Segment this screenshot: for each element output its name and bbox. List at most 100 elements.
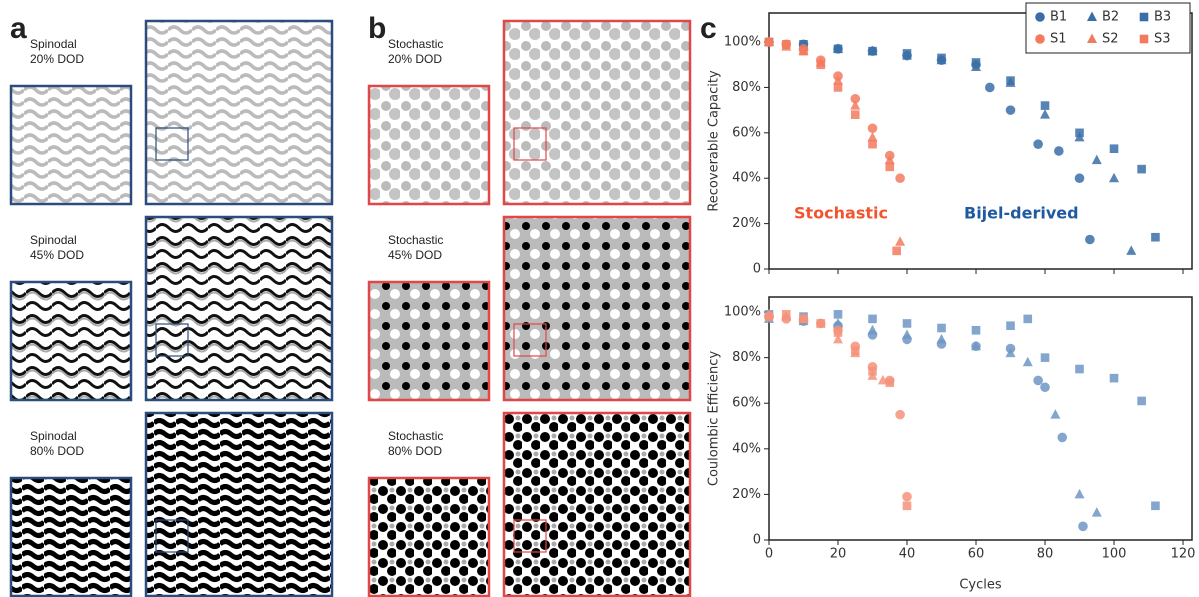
y-axis-label: Coulombic Efficiency bbox=[707, 351, 722, 487]
x-tick-label: 60 bbox=[968, 547, 985, 562]
legend-label: B2 bbox=[1102, 10, 1119, 25]
point bbox=[937, 334, 947, 344]
point bbox=[892, 247, 901, 256]
x-tick-label: 0 bbox=[765, 547, 773, 562]
panel-caption: Stochastic bbox=[388, 429, 443, 443]
x-tick-label: 100 bbox=[1102, 547, 1127, 562]
legend-label: B1 bbox=[1050, 10, 1067, 25]
inset-image bbox=[11, 86, 131, 204]
panel-caption: 45% DOD bbox=[30, 248, 84, 262]
panel-label: b bbox=[368, 12, 386, 45]
y-tick-label: 80% bbox=[732, 350, 761, 365]
panel-caption: Spinodal bbox=[30, 233, 77, 247]
y-tick-label: 0 bbox=[753, 262, 761, 277]
point bbox=[1040, 382, 1050, 392]
point bbox=[1023, 357, 1033, 367]
y-axis-label: Recoverable Capacity bbox=[707, 70, 722, 212]
point bbox=[937, 54, 946, 63]
point bbox=[1110, 374, 1119, 383]
point bbox=[903, 502, 912, 511]
point bbox=[834, 83, 843, 92]
point bbox=[765, 38, 774, 47]
x-axis-label: Cycles bbox=[959, 578, 1002, 593]
point bbox=[1110, 144, 1119, 153]
point bbox=[1075, 129, 1084, 138]
y-tick-label: 0 bbox=[753, 533, 761, 548]
point bbox=[902, 329, 912, 339]
legend-label: S1 bbox=[1050, 32, 1067, 47]
panel-caption: Stochastic bbox=[388, 37, 443, 51]
point bbox=[1075, 489, 1085, 499]
point bbox=[851, 110, 860, 119]
point bbox=[799, 47, 808, 56]
point bbox=[1126, 245, 1136, 255]
panel-caption: 80% DOD bbox=[388, 444, 442, 458]
panel-caption: Spinodal bbox=[30, 37, 77, 51]
x-tick-label: 80 bbox=[1037, 547, 1054, 562]
legend-marker bbox=[1035, 34, 1045, 44]
point bbox=[1137, 397, 1146, 406]
point bbox=[1050, 409, 1060, 419]
micrograph bbox=[146, 413, 332, 596]
point bbox=[895, 236, 905, 246]
point bbox=[1151, 233, 1160, 242]
y-tick-label: 60% bbox=[732, 396, 761, 411]
point bbox=[895, 173, 905, 183]
series bbox=[764, 37, 905, 183]
point bbox=[816, 60, 825, 69]
legend-label: S2 bbox=[1102, 32, 1119, 47]
point bbox=[903, 319, 912, 328]
micrograph bbox=[504, 21, 690, 204]
micrograph bbox=[146, 217, 332, 400]
legend-label: B3 bbox=[1154, 10, 1171, 25]
point bbox=[782, 310, 791, 319]
point bbox=[1006, 76, 1015, 85]
point bbox=[851, 346, 860, 355]
inset-image bbox=[11, 282, 131, 400]
panel-caption: 45% DOD bbox=[388, 248, 442, 262]
point bbox=[1023, 315, 1032, 324]
y-tick-label: 60% bbox=[732, 125, 761, 140]
point bbox=[1078, 522, 1088, 532]
point bbox=[868, 47, 877, 56]
legend-marker bbox=[1140, 35, 1149, 44]
point bbox=[902, 492, 912, 502]
point bbox=[816, 319, 825, 328]
series bbox=[764, 312, 1088, 531]
point bbox=[1075, 173, 1085, 183]
y-tick-label: 80% bbox=[732, 80, 761, 95]
point bbox=[1033, 139, 1043, 149]
inset-image bbox=[11, 478, 131, 596]
x-tick-label: 40 bbox=[899, 547, 916, 562]
y-tick-label: 40% bbox=[732, 441, 761, 456]
micrograph bbox=[146, 21, 332, 204]
point bbox=[868, 140, 877, 149]
point bbox=[868, 315, 877, 324]
point bbox=[985, 83, 995, 93]
point bbox=[1092, 507, 1102, 516]
legend-marker bbox=[1035, 12, 1045, 22]
micrograph bbox=[504, 217, 690, 400]
point bbox=[1137, 165, 1146, 174]
panel-caption: 80% DOD bbox=[30, 444, 84, 458]
point bbox=[868, 123, 878, 133]
point bbox=[1109, 173, 1119, 183]
inset-image bbox=[369, 86, 489, 204]
y-tick-label: 100% bbox=[724, 305, 761, 320]
point bbox=[834, 310, 843, 319]
annotation: Stochastic bbox=[794, 204, 888, 223]
point bbox=[1041, 101, 1050, 110]
panel-caption: Stochastic bbox=[388, 233, 443, 247]
series bbox=[765, 38, 901, 255]
panel-caption: 20% DOD bbox=[388, 52, 442, 66]
point bbox=[1040, 109, 1050, 119]
series bbox=[765, 310, 1160, 510]
point bbox=[885, 378, 894, 387]
y-tick-label: 20% bbox=[732, 216, 761, 231]
point bbox=[868, 367, 877, 376]
inset-image bbox=[369, 282, 489, 400]
legend-marker bbox=[1140, 13, 1149, 22]
panel-label: a bbox=[10, 12, 27, 45]
annotation: Bijel-derived bbox=[964, 204, 1079, 223]
